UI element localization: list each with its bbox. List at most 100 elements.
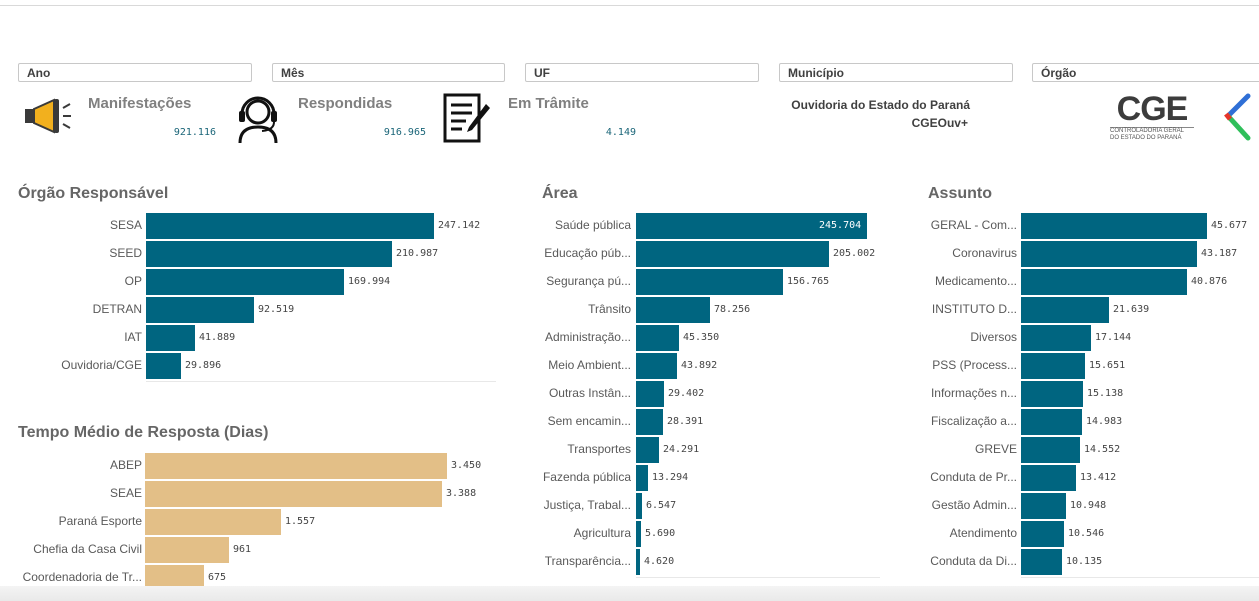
assunto-bar-row[interactable]: Atendimento 10.546 (928, 520, 1259, 548)
orgao-bar[interactable] (146, 297, 254, 323)
filter-uf[interactable]: UF (525, 63, 759, 82)
assunto-value-label: 45.677 (1211, 220, 1248, 231)
filter-mes[interactable]: Mês (272, 63, 505, 82)
assunto-value-label: 15.651 (1089, 360, 1126, 371)
assunto-bar[interactable] (1021, 297, 1109, 323)
tempo-bar-row[interactable]: Chefia da Casa Civil 961 (18, 536, 496, 564)
assunto-bar-row[interactable]: Medicamento... 40.876 (928, 268, 1259, 296)
area-bar-row[interactable]: Educação púb... 205.002 (540, 240, 880, 268)
area-bar-row[interactable]: Saúde pública 245.704 (540, 212, 880, 240)
area-bar-row[interactable]: Transparência... 4.620 (540, 548, 880, 576)
assunto-bar[interactable] (1021, 213, 1207, 239)
area-bar-row[interactable]: Transportes 24.291 (540, 436, 880, 464)
area-bar[interactable] (636, 493, 642, 519)
area-bar[interactable] (636, 241, 829, 267)
assunto-bar-row[interactable]: Conduta da Di... 10.135 (928, 548, 1259, 576)
assunto-bar[interactable] (1021, 521, 1064, 547)
assunto-bar[interactable] (1021, 325, 1091, 351)
tempo-category-label: Coordenadoria de Tr... (22, 570, 142, 584)
assunto-category-label: Gestão Admin... (931, 498, 1017, 512)
area-bar[interactable] (636, 409, 663, 435)
tempo-bar[interactable] (145, 481, 442, 507)
orgao-bar[interactable] (146, 325, 195, 351)
orgao-bar-row[interactable]: SEED 210.987 (18, 240, 496, 268)
area-value-label: 43.892 (681, 360, 718, 371)
area-bar[interactable] (636, 297, 710, 323)
orgao-bar[interactable] (146, 241, 392, 267)
orgao-category-label: DETRAN (92, 302, 142, 316)
area-bar-row[interactable]: Administração... 45.350 (540, 324, 880, 352)
assunto-bar-row[interactable]: Conduta de Pr... 13.412 (928, 464, 1259, 492)
area-bar[interactable] (636, 521, 641, 547)
area-bar[interactable] (636, 437, 659, 463)
orgao-axis-line (146, 381, 496, 382)
assunto-bar-row[interactable]: Fiscalização a... 14.983 (928, 408, 1259, 436)
assunto-bar-row[interactable]: INSTITUTO D... 21.639 (928, 296, 1259, 324)
tempo-bar[interactable] (145, 509, 281, 535)
tempo-bar-row[interactable]: Coordenadoria de Tr... 675 (18, 564, 496, 590)
tempo-bar-row[interactable]: Paraná Esporte 1.557 (18, 508, 496, 536)
area-value-label: 24.291 (663, 444, 700, 455)
kpi-respondidas-value: 916.965 (383, 127, 426, 138)
assunto-bar-row[interactable]: GREVE 14.552 (928, 436, 1259, 464)
assunto-bar[interactable] (1021, 381, 1083, 407)
filter-ano[interactable]: Ano (18, 63, 252, 82)
orgao-bar-row[interactable]: IAT 41.889 (18, 324, 496, 352)
area-bar[interactable] (636, 213, 867, 239)
assunto-bar[interactable] (1021, 409, 1082, 435)
assunto-bar[interactable] (1021, 241, 1197, 267)
area-bar-row[interactable]: Meio Ambient... 43.892 (540, 352, 880, 380)
assunto-bar-row[interactable]: GERAL - Com... 45.677 (928, 212, 1259, 240)
orgao-value-label: 169.994 (348, 276, 391, 287)
assunto-bar[interactable] (1021, 269, 1187, 295)
orgao-bar[interactable] (146, 353, 181, 379)
area-bar-row[interactable]: Justiça, Trabal... 6.547 (540, 492, 880, 520)
area-bar-row[interactable]: Trânsito 78.256 (540, 296, 880, 324)
area-bar-row[interactable]: Agricultura 5.690 (540, 520, 880, 548)
tempo-bar-row[interactable]: ABEP 3.450 (18, 452, 496, 480)
chart-orgao-title: Órgão Responsável (18, 185, 169, 202)
orgao-bar[interactable] (146, 213, 434, 239)
orgao-bar-row[interactable]: Ouvidoria/CGE 29.896 (18, 352, 496, 380)
area-bar-row[interactable]: Segurança pú... 156.765 (540, 268, 880, 296)
tempo-bar-row[interactable]: SEAE 3.388 (18, 480, 496, 508)
orgao-category-label: SESA (109, 218, 142, 232)
area-bar-row[interactable]: Outras Instân... 29.402 (540, 380, 880, 408)
parana-logo-icon (1220, 92, 1252, 149)
area-category-label: Transparência... (544, 554, 631, 568)
orgao-bar-row[interactable]: OP 169.994 (18, 268, 496, 296)
assunto-bar-row[interactable]: Coronavirus 43.187 (928, 240, 1259, 268)
filter-orgao[interactable]: Órgão (1032, 63, 1259, 82)
assunto-bar[interactable] (1021, 465, 1076, 491)
assunto-bar-row[interactable]: Informações n... 15.138 (928, 380, 1259, 408)
tempo-bar[interactable] (145, 453, 447, 479)
orgao-bar[interactable] (146, 269, 344, 295)
chart-area: Saúde pública 245.704 Educação púb... 205.0… (540, 212, 880, 592)
orgao-bar-row[interactable]: DETRAN 92.519 (18, 296, 496, 324)
area-bar-row[interactable]: Fazenda pública 13.294 (540, 464, 880, 492)
tempo-bar[interactable] (145, 537, 229, 563)
area-bar[interactable] (636, 381, 664, 407)
area-value-label: 6.547 (646, 500, 677, 511)
area-bar[interactable] (636, 325, 679, 351)
area-bar[interactable] (636, 269, 783, 295)
area-bar[interactable] (636, 549, 640, 575)
assunto-bar-row[interactable]: Diversos 17.144 (928, 324, 1259, 352)
assunto-category-label: Coronavirus (952, 246, 1017, 260)
assunto-bar-row[interactable]: PSS (Process... 15.651 (928, 352, 1259, 380)
assunto-bar[interactable] (1021, 493, 1066, 519)
area-value-label: 78.256 (714, 304, 751, 315)
assunto-bar-row[interactable]: Gestão Admin... 10.948 (928, 492, 1259, 520)
area-value-label: 5.690 (645, 528, 676, 539)
tempo-bar[interactable] (145, 565, 204, 590)
assunto-bar[interactable] (1021, 549, 1062, 575)
orgao-bar-row[interactable]: SESA 247.142 (18, 212, 496, 240)
area-bar-row[interactable]: Sem encamin... 28.391 (540, 408, 880, 436)
assunto-category-label: Conduta de Pr... (930, 470, 1017, 484)
filter-municipio[interactable]: Município (779, 63, 1013, 82)
area-bar[interactable] (636, 465, 648, 491)
tempo-category-label: Paraná Esporte (58, 514, 142, 528)
area-bar[interactable] (636, 353, 677, 379)
assunto-bar[interactable] (1021, 437, 1080, 463)
assunto-bar[interactable] (1021, 353, 1085, 379)
